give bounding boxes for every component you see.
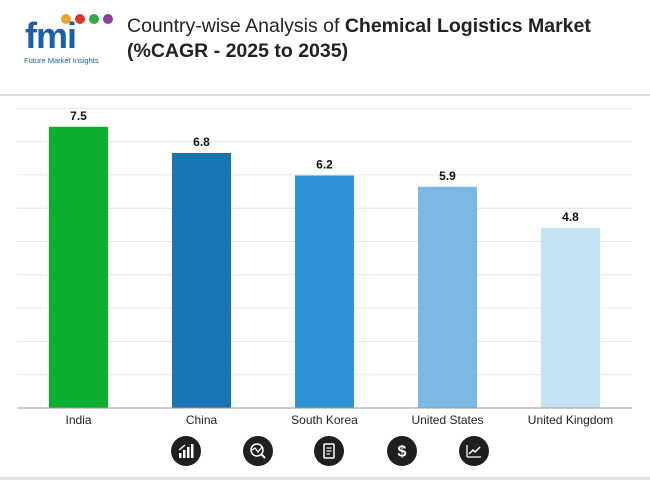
x-tick-labels: India China South Korea United States United… <box>65 413 613 427</box>
value-label: 6.8 <box>193 135 210 149</box>
title-line2: (%CAGR - 2025 to 2035) <box>127 40 349 62</box>
report-document-icon <box>314 436 344 466</box>
header-divider <box>0 94 650 96</box>
bar-china <box>172 153 231 408</box>
value-label: 5.9 <box>439 169 456 183</box>
logo-text: fmi <box>25 15 77 56</box>
footer-icons: $ <box>0 436 650 470</box>
globe-analysis-icon <box>243 436 273 466</box>
logo-dots-icon <box>61 14 113 24</box>
bar-united-states <box>418 186 477 408</box>
growth-chart-icon <box>171 436 201 466</box>
x-tick-label: United Kingdom <box>528 413 613 427</box>
title-bold: Chemical Logistics Market <box>344 15 591 37</box>
chart-title: Country-wise Analysis of Chemical Logist… <box>127 14 637 64</box>
dollar-icon: $ <box>387 436 417 466</box>
value-label: 7.5 <box>70 109 87 123</box>
footer-divider <box>0 477 650 480</box>
bars <box>49 126 600 408</box>
x-tick-label: China <box>186 413 218 427</box>
bar-india <box>49 126 108 408</box>
svg-text:$: $ <box>398 444 407 461</box>
value-labels: 7.5 6.8 6.2 5.9 4.8 <box>70 109 579 224</box>
title-normal: Country-wise Analysis of <box>127 15 345 37</box>
x-tick-label: South Korea <box>291 413 358 427</box>
bar-united-kingdom <box>541 228 600 408</box>
x-tick-label: India <box>65 413 91 427</box>
bar-chart: 7.5 6.8 6.2 5.9 4.8 India China South Korea Uni… <box>17 107 632 427</box>
logo-subtitle: Future Market Insights <box>24 56 99 65</box>
trend-line-icon <box>459 436 489 466</box>
fmi-logo: fmi Future Market Insights <box>24 12 114 70</box>
value-label: 6.2 <box>316 158 333 172</box>
value-label: 4.8 <box>562 210 579 224</box>
x-tick-label: United States <box>411 413 483 427</box>
bar-south-korea <box>295 175 354 408</box>
header: fmi Future Market Insights Country-wise … <box>0 0 650 95</box>
